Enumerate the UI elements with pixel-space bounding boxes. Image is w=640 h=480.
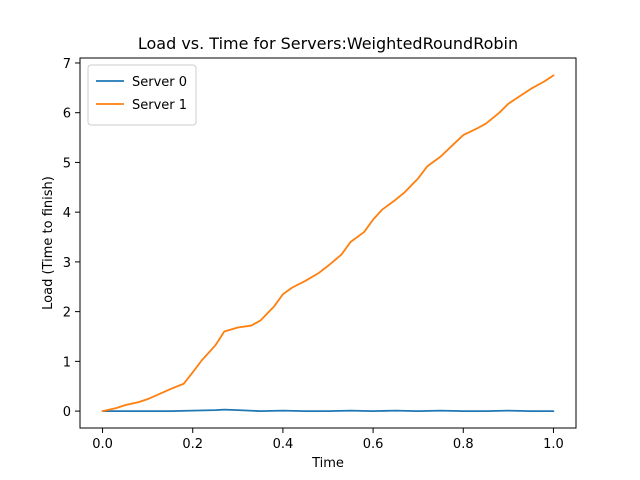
chart-title: Load vs. Time for Servers:WeightedRoundR… — [138, 34, 518, 53]
x-tick-label: 0.6 — [363, 437, 384, 452]
series-line-0 — [101, 408, 555, 412]
y-tick-label: 1 — [63, 355, 71, 370]
x-tick-label: 1.0 — [543, 437, 564, 452]
plot-area — [101, 74, 555, 412]
plot-frame — [79, 57, 577, 429]
series-line-1 — [101, 74, 555, 412]
y-tick-label: 2 — [63, 306, 71, 321]
x-axis: 0.0 0.2 0.4 0.6 0.8 1.0 — [92, 428, 564, 452]
legend-label-1: Server 1 — [132, 98, 187, 113]
x-tick-label: 0.8 — [453, 437, 474, 452]
y-axis-label: Load (Time to finish) — [41, 176, 56, 310]
x-tick-label: 0.4 — [273, 437, 294, 452]
y-tick-label: 4 — [63, 206, 71, 221]
x-axis-label: Time — [311, 456, 344, 471]
x-tick-label: 0.0 — [92, 437, 113, 452]
y-tick-label: 7 — [63, 57, 71, 72]
y-axis: 0 1 2 3 4 5 6 7 — [63, 57, 80, 420]
y-tick-label: 6 — [63, 107, 71, 122]
legend: Server 0 Server 1 — [87, 64, 197, 126]
y-tick-label: 3 — [63, 256, 71, 271]
legend-box — [87, 64, 197, 126]
legend-label-0: Server 0 — [132, 75, 187, 90]
y-tick-label: 0 — [63, 405, 71, 420]
x-tick-label: 0.2 — [182, 437, 203, 452]
y-tick-label: 5 — [63, 156, 71, 171]
